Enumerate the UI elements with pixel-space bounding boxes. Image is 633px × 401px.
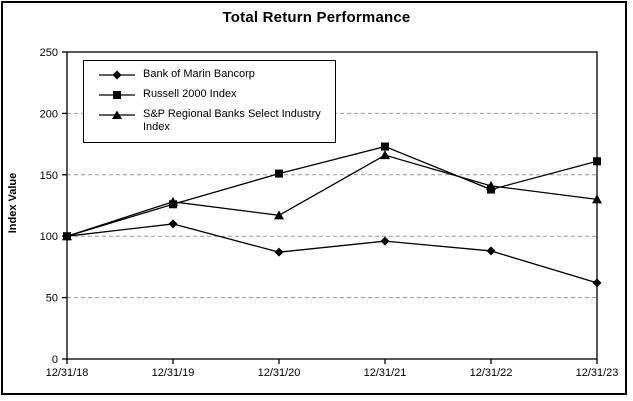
series-line-bank-of-marin-bancorp [66, 223, 598, 284]
diamond-marker [592, 278, 602, 288]
triangle-marker [274, 210, 284, 220]
triangle-marker-icon [99, 110, 135, 119]
y-tick-label: 0 [52, 354, 58, 366]
x-tick-label: 12/31/20 [258, 367, 301, 379]
series-line-russell-2000-index [66, 145, 598, 237]
diamond-marker-icon [99, 70, 135, 80]
diamond-marker [380, 236, 390, 246]
chart-title: Total Return Performance [222, 9, 411, 26]
square-marker-icon [99, 91, 135, 99]
legend-item-sp-regional-banks-select-industry-index: S&P Regional Banks Select Industry Index [99, 108, 331, 134]
square-marker [275, 169, 283, 178]
legend-label: Bank of Marin Bancorp [143, 68, 255, 80]
triangle-marker [168, 196, 178, 206]
legend-label: Russell 2000 Index [143, 88, 237, 100]
x-tick-label: 12/31/22 [470, 367, 513, 379]
square-marker [381, 142, 389, 151]
y-tick-label: 150 [40, 170, 58, 182]
x-tick-label: 12/31/19 [152, 367, 195, 379]
square-marker [593, 157, 601, 166]
triangle-marker [592, 194, 602, 204]
diamond-marker [168, 219, 178, 229]
triangle-marker [486, 180, 496, 190]
triangle-marker [62, 231, 72, 241]
series-line-s-p-regional-banks-select-industry-index [66, 154, 598, 237]
triangle-marker [380, 150, 390, 160]
legend-item-russell-2000-index: Russell 2000 Index [99, 88, 331, 101]
legend: Bank of Marin Bancorp Russell 2000 Index… [83, 60, 336, 143]
y-tick-label: 250 [40, 47, 58, 59]
diamond-marker [274, 247, 284, 257]
legend-item-bank-of-marin-bancorp: Bank of Marin Bancorp [99, 68, 331, 81]
diamond-marker [486, 246, 496, 256]
y-tick-label: 50 [46, 293, 58, 305]
x-tick-label: 12/31/21 [364, 367, 407, 379]
y-tick-label: 100 [40, 231, 58, 243]
x-tick-label: 12/31/18 [46, 367, 89, 379]
x-tick-label: 12/31/23 [576, 367, 619, 379]
plot-border [66, 51, 598, 360]
legend-label: S&P Regional Banks Select Industry Index [143, 108, 321, 133]
y-tick-label: 200 [40, 108, 58, 120]
